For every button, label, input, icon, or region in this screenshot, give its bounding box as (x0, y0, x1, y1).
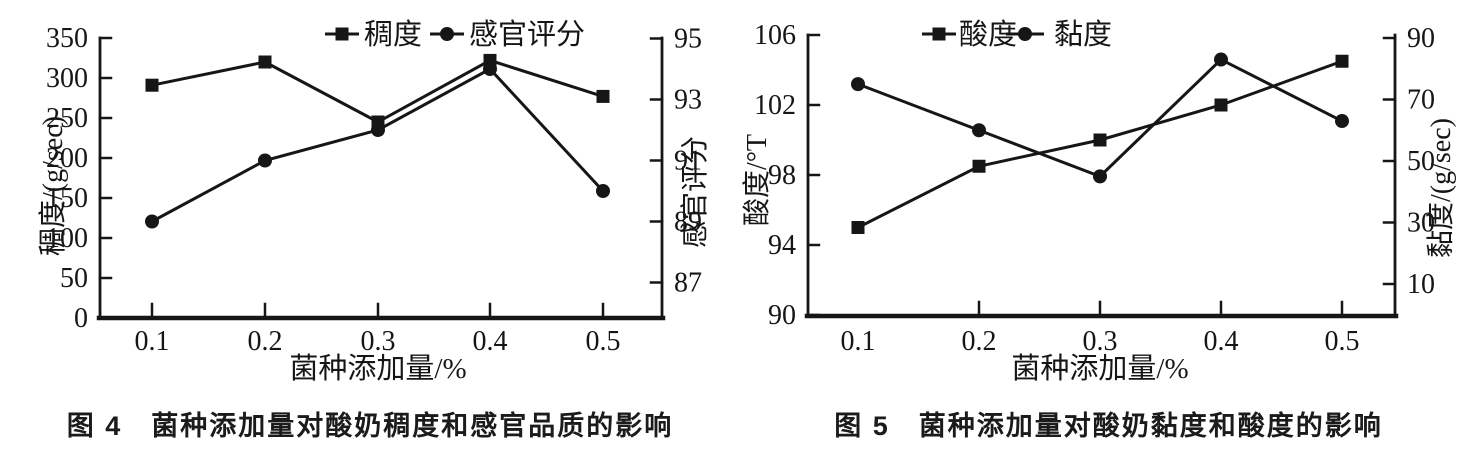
x-tick-label: 0.3 (1083, 326, 1118, 357)
circle-marker (972, 123, 986, 138)
x-tick-label: 0.5 (586, 326, 621, 357)
legend: 稠度 感官评分 (325, 18, 585, 51)
legend-label: 感官评分 (469, 18, 585, 51)
x-tick-label: 0.1 (841, 326, 876, 357)
y-left-tick-label: 350 (46, 23, 88, 54)
figure-4-caption: 图 4 菌种添加量对酸奶稠度和感官品质的影响 (66, 411, 674, 441)
y-left-tick-label: 102 (754, 90, 796, 121)
circle-marker (1018, 27, 1032, 41)
square-marker (145, 78, 159, 92)
series-square (145, 53, 610, 129)
series-line (151, 67, 605, 223)
axes (96, 36, 666, 321)
circle-marker (851, 77, 865, 92)
circle-marker (371, 123, 385, 137)
square-marker (932, 27, 946, 41)
y-right-tick-label: 70 (1407, 85, 1435, 116)
chart-viscosity-acidity: 90 94 98 102 106 10 30 50 70 90 0.1 0.2 0.3 0.4 0.5 酸度/… (741, 18, 1457, 385)
square-marker (596, 89, 610, 103)
chart-consistency-sensory: 0 50 100 150 200 250 300 350 87 89 91 93 95 0.1 0.2 0.3… (37, 18, 711, 385)
y-left-tick-label: 100 (46, 223, 88, 254)
y-left-tick-label: 106 (754, 20, 796, 51)
axes (804, 33, 1399, 319)
x-tick-label: 0.2 (248, 326, 283, 357)
y-right-tick-label: 50 (1407, 146, 1435, 177)
square-marker (1335, 54, 1349, 68)
legend-label: 黏度 (1054, 18, 1112, 51)
y-left-tick-label: 200 (46, 143, 88, 174)
figure-5: 90 94 98 102 106 10 30 50 70 90 0.1 0.2 0.3 0.4 0.5 酸度/… (740, 0, 1477, 443)
y-left-tick-label: 0 (74, 303, 88, 334)
series-square (851, 54, 1349, 234)
y-right-tick-label: 95 (674, 24, 702, 55)
circle-marker (483, 62, 497, 76)
y-axis-right-title: 黏度/(g/sec) (1425, 118, 1457, 258)
y-left-tick-label: 300 (46, 63, 88, 94)
square-marker (851, 221, 865, 234)
square-marker (972, 159, 986, 173)
x-tick-label: 0.2 (962, 326, 997, 357)
circle-marker (145, 214, 159, 229)
y-left-tick-label: 90 (768, 300, 796, 331)
y-left-tick-label: 150 (46, 183, 88, 214)
circle-marker (440, 27, 454, 41)
figure-5-caption: 图 5 菌种添加量对酸奶黏度和酸度的影响 (834, 411, 1383, 441)
y-left-tick-label: 50 (60, 263, 88, 294)
y-left-tick-label: 250 (46, 103, 88, 134)
y-left-tick-label: 98 (768, 160, 796, 191)
circle-marker (1214, 52, 1228, 67)
y-right-tick-label: 89 (674, 207, 702, 238)
x-tick-label: 0.4 (473, 326, 508, 357)
y-axis-left-title: 稠度/(g/sec) (37, 116, 69, 256)
x-tick-label: 0.4 (1204, 326, 1239, 357)
legend-label: 稠度 (364, 18, 422, 51)
legend: 酸度 黏度 (922, 18, 1112, 51)
y-right-tick-label: 90 (1407, 23, 1435, 54)
series-circle (851, 52, 1349, 184)
x-tick-label: 0.5 (1325, 326, 1360, 357)
circle-marker (258, 153, 272, 168)
y-right-tick-label: 93 (674, 85, 702, 116)
series-line (151, 58, 604, 124)
x-axis-title: 菌种添加量/% (289, 352, 466, 385)
square-marker (335, 27, 349, 41)
y-left-tick-label: 94 (768, 230, 796, 261)
x-tick-label: 0.3 (361, 326, 396, 357)
square-marker (258, 55, 272, 69)
square-marker (1093, 133, 1107, 147)
y-axis-right-title: 感官评分 (679, 136, 711, 248)
x-axis-title: 菌种添加量/% (1011, 352, 1188, 385)
circle-marker (1335, 114, 1349, 129)
series-line (857, 57, 1343, 179)
y-right-tick-label: 10 (1407, 269, 1435, 300)
series-circle (145, 62, 610, 229)
x-tick-label: 0.1 (135, 326, 170, 357)
circle-marker (1093, 169, 1107, 184)
y-right-tick-label: 30 (1407, 208, 1435, 239)
circle-marker (596, 184, 610, 198)
figure-4: 0 50 100 150 200 250 300 350 87 89 91 93 95 0.1 0.2 0.3… (0, 0, 740, 443)
y-right-tick-label: 87 (674, 268, 702, 299)
y-axis-left-title: 酸度/°T (741, 134, 773, 226)
square-marker (1214, 98, 1228, 112)
y-right-tick-label: 91 (674, 146, 702, 177)
